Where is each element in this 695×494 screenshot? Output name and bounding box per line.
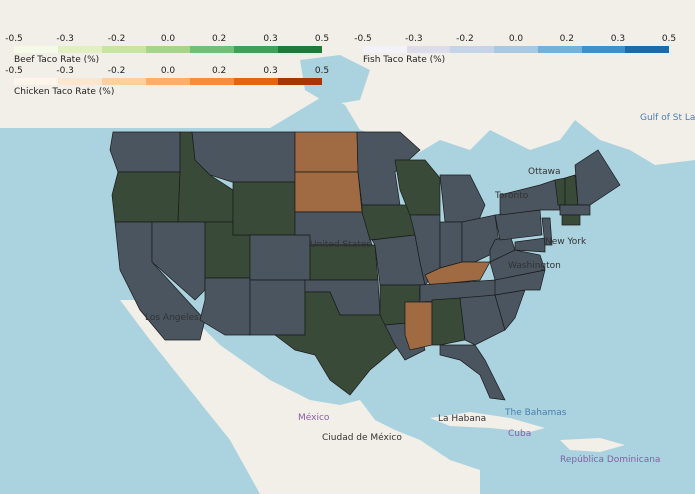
legend-color-step [146,78,190,85]
label-washington: Washington [508,261,561,271]
legend-fish-ticks: -0.5 -0.3 -0.2 0.0 0.2 0.3 0.5 [354,34,676,46]
legend-fish-title: Fish Taco Rate (%) [363,55,446,65]
state-new-jersey [541,217,553,246]
legend-color-step [234,46,278,53]
state-indiana [439,221,463,269]
state-south-dakota [294,171,363,213]
legend-tick: -0.2 [107,34,126,44]
legend-color-step [102,78,146,85]
legend-tick: -0.3 [56,34,74,44]
legend-tick: 0.2 [559,34,574,44]
state-maryland [514,237,546,253]
legend-tick: 0.5 [314,66,330,76]
legend-chicken: -0.5 -0.3 -0.2 0.0 0.2 0.3 0.5 Chicken T… [5,66,329,97]
state-north-dakota [294,131,359,173]
legend-color-step [537,46,582,53]
legend-tick: 0.5 [661,34,677,44]
legend-beef-title: Beef Taco Rate (%) [14,55,100,65]
legend-beef-colorbar [14,46,322,53]
legend-color-step [494,46,538,53]
legend-tick: 0.3 [263,66,278,76]
cuba-land [430,412,545,432]
label-toronto: Toronto [494,191,529,201]
state-iowa [361,204,416,241]
legend-tick: -0.3 [405,34,423,44]
label-republica-dominicana: República Dominicana [560,455,660,465]
state-michigan [439,174,486,223]
legend-tick: 0.0 [160,34,176,44]
state-florida [439,344,506,401]
state-georgia [459,294,506,346]
legend-beef: -0.5 -0.3 -0.2 0.0 0.2 0.3 0.5 Beef Taco… [5,34,329,65]
state-colorado [249,234,311,281]
legend-color-step [234,78,278,85]
legend-color-step [146,46,190,53]
baja-land [170,315,240,420]
legend-tick: 0.2 [211,66,227,76]
legend-color-step [278,46,322,53]
state-connecticut [561,214,581,226]
legend-color-step [625,46,670,53]
state-oregon [111,171,181,223]
state-washington [109,131,181,173]
label-the-bahamas: The Bahamas [504,408,567,418]
legend-tick: 0.3 [610,34,626,44]
state-maine [574,149,621,206]
state-massachusetts [559,204,591,216]
legend-color-step [406,46,451,53]
state-kansas [309,244,379,281]
legend-color-step [190,78,234,85]
legend-color-step [102,46,146,53]
label-la-habana: La Habana [438,414,486,424]
states-layer [109,131,621,401]
label-mexico: México [298,412,330,423]
label-ottawa: Ottawa [528,167,561,177]
legend-tick: 0.0 [160,66,176,76]
state-alabama [431,297,466,346]
legend-color-step [14,78,58,85]
legend-tick: -0.5 [354,34,372,44]
legend-tick: 0.5 [314,34,330,44]
legend-color-step [190,46,234,53]
legend-color-step [58,46,102,53]
legend-tick: 0.2 [211,34,227,44]
legend-tick: -0.5 [5,34,23,44]
legend-fish-colorbar [363,46,670,53]
label-new-york: New York [545,237,587,247]
legend-tick: -0.3 [56,66,74,76]
legend-tick: 0.0 [508,34,524,44]
label-ciudad-de-mexico: Ciudad de México [322,432,402,443]
state-minnesota [356,131,421,206]
legend-tick: -0.5 [5,66,23,76]
hudson-bay [300,55,370,105]
legend-color-step [278,78,322,85]
label-los-angeles: Los Angeles [145,313,199,323]
hispaniola-land [560,438,625,452]
legend-chicken-title: Chicken Taco Rate (%) [14,87,115,97]
legend-fish: -0.5 -0.3 -0.2 0.0 0.2 0.3 0.5 Fish Taco… [354,34,676,65]
state-wyoming [232,181,296,236]
state-texas [273,291,401,396]
state-mississippi [404,301,433,351]
state-new-mexico [249,279,306,336]
mexico-land [120,300,480,494]
legend-color-step [363,46,407,53]
legend-chicken-ticks: -0.5 -0.3 -0.2 0.0 0.2 0.3 0.5 [5,66,329,78]
legend-tick: -0.2 [456,34,474,44]
legend-color-step [14,46,58,53]
legend-color-step [58,78,102,85]
legend-tick: -0.2 [107,66,126,76]
legend-color-step [581,46,626,53]
label-gulf-of-st-lawrence: Gulf of St Lawrence [640,113,695,123]
label-united-states: United States [310,240,371,250]
legend-color-step [450,46,495,53]
label-cuba: Cuba [508,429,531,439]
legend-chicken-colorbar [14,78,322,85]
state-nevada [151,221,206,301]
legend-tick: 0.3 [263,34,278,44]
legend-beef-ticks: -0.5 -0.3 -0.2 0.0 0.2 0.3 0.5 [5,34,329,46]
